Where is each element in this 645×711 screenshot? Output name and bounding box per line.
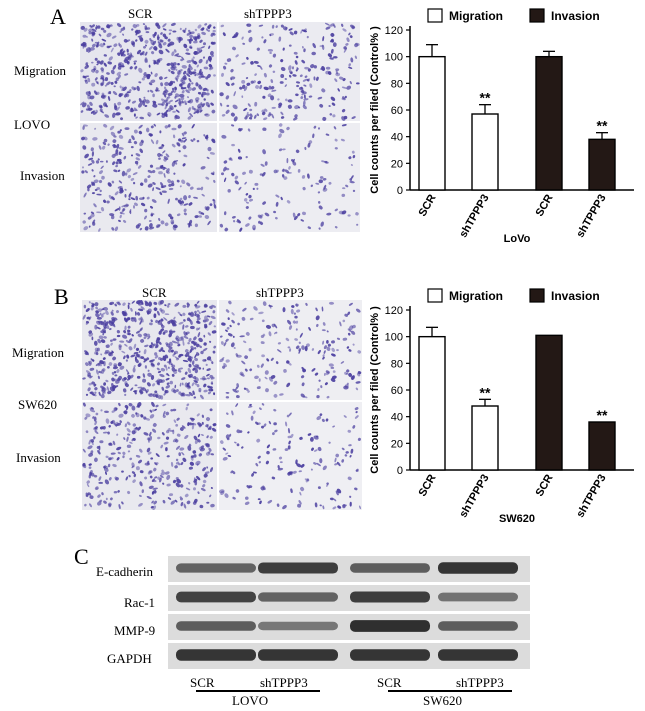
panel-b-bar-chart: Cell counts per filed (Control% ) 0 20 40 60… [369, 288, 634, 525]
blot-band [350, 563, 430, 573]
panel-a-col-scr: SCR [128, 6, 153, 21]
y-tick-label: 0 [397, 465, 403, 477]
legend-swatch [427, 288, 443, 303]
y-tick-label: 120 [385, 305, 403, 317]
panel-b-letter: B [54, 284, 69, 309]
blot-band [350, 591, 430, 603]
bar [418, 55, 446, 191]
y-tick-label: 120 [385, 25, 403, 37]
lane-label-4: shTPPP3 [456, 675, 504, 690]
y-axis-label: Cell counts per filed (Control% ) [369, 26, 381, 194]
western-blot [168, 556, 530, 669]
category-label: shTPPP3 [574, 193, 608, 240]
panel-c-letter: C [74, 544, 89, 569]
bar [588, 138, 616, 191]
y-tick-label: 20 [391, 438, 403, 450]
y-tick-label: 20 [391, 158, 403, 170]
blot-band [176, 563, 256, 573]
blot-band [350, 620, 430, 632]
legend-swatch [529, 8, 545, 23]
group-label-sw620: SW620 [423, 693, 462, 708]
y-tick-label: 100 [385, 52, 403, 64]
bar [471, 405, 499, 471]
blot-band [258, 592, 338, 602]
legend-swatch [529, 288, 545, 303]
group-label-lovo: LOVO [232, 693, 269, 708]
blot-band [258, 562, 338, 574]
category-label: SCR [534, 192, 556, 218]
panel-b-col-scr: SCR [142, 285, 167, 300]
legend-swatch [427, 8, 443, 23]
blot-band [258, 621, 338, 631]
blot-label-rac-1: Rac-1 [124, 595, 156, 610]
bar [588, 421, 616, 471]
blot-band [438, 621, 518, 631]
y-tick-label: 80 [391, 358, 403, 370]
blot-band [438, 592, 518, 602]
blot-band [176, 621, 256, 631]
lane-label-1: SCR [190, 675, 215, 690]
blot-band [438, 562, 518, 574]
blot-label-mmp-9: MMP-9 [114, 623, 156, 638]
panel-b-row-invasion: Invasion [16, 450, 61, 465]
legend-label: Migration [449, 289, 503, 303]
micrograph-a-sh-invasion [219, 123, 360, 232]
group-label: SW620 [499, 513, 535, 525]
panel-b-cell-line: SW620 [18, 397, 57, 412]
category-label: SCR [417, 472, 439, 498]
blot-band [258, 649, 338, 661]
panel-a-letter: A [50, 4, 66, 29]
legend-label: Invasion [551, 9, 600, 23]
y-axis-label: Cell counts per filed (Control% ) [369, 306, 381, 474]
blot-label-e-cadherin: E-cadherin [96, 564, 154, 579]
y-tick-label: 40 [391, 132, 403, 144]
lane-label-3: SCR [377, 675, 402, 690]
category-label: shTPPP3 [457, 473, 491, 520]
blot-label-gapdh: GAPDH [107, 651, 152, 666]
category-label: shTPPP3 [574, 473, 608, 520]
significance-label: ** [597, 118, 608, 134]
blot-band [176, 591, 256, 603]
significance-label: ** [480, 90, 491, 106]
blot-band [350, 649, 430, 661]
bar [535, 334, 563, 471]
bar [535, 55, 563, 191]
y-tick-label: 100 [385, 332, 403, 344]
panel-a-row-migration: Migration [14, 63, 66, 78]
category-label: shTPPP3 [457, 193, 491, 240]
panel-b-micrographs [82, 300, 362, 510]
panel-b-col-shtppp3: shTPPP3 [256, 285, 304, 300]
category-label: SCR [417, 192, 439, 218]
bar [471, 113, 499, 191]
y-tick-label: 0 [397, 185, 403, 197]
panel-a-row-invasion: Invasion [20, 168, 65, 183]
panel-a-col-shtppp3: shTPPP3 [244, 6, 292, 21]
significance-label: ** [480, 384, 491, 400]
legend-label: Migration [449, 9, 503, 23]
blot-band [176, 649, 256, 661]
blot-band [438, 649, 518, 661]
lane-label-2: shTPPP3 [260, 675, 308, 690]
group-label: LoVo [504, 233, 531, 245]
y-tick-label: 80 [391, 78, 403, 90]
y-tick-label: 60 [391, 105, 403, 117]
micrograph-b-sh-invasion [219, 402, 362, 510]
lovo-group-line [196, 690, 320, 692]
panel-b-row-migration: Migration [12, 345, 64, 360]
y-tick-label: 60 [391, 385, 403, 397]
category-label: SCR [534, 472, 556, 498]
panel-a-cell-line: LOVO [14, 117, 51, 132]
legend-label: Invasion [551, 289, 600, 303]
sw620-group-line [388, 690, 512, 692]
bar [418, 335, 446, 471]
significance-label: ** [597, 407, 608, 423]
panel-a-bar-chart: Cell counts per filed (Control% ) 0 20 40 60… [369, 8, 634, 245]
panel-a-micrographs [80, 22, 360, 232]
y-tick-label: 40 [391, 412, 403, 424]
